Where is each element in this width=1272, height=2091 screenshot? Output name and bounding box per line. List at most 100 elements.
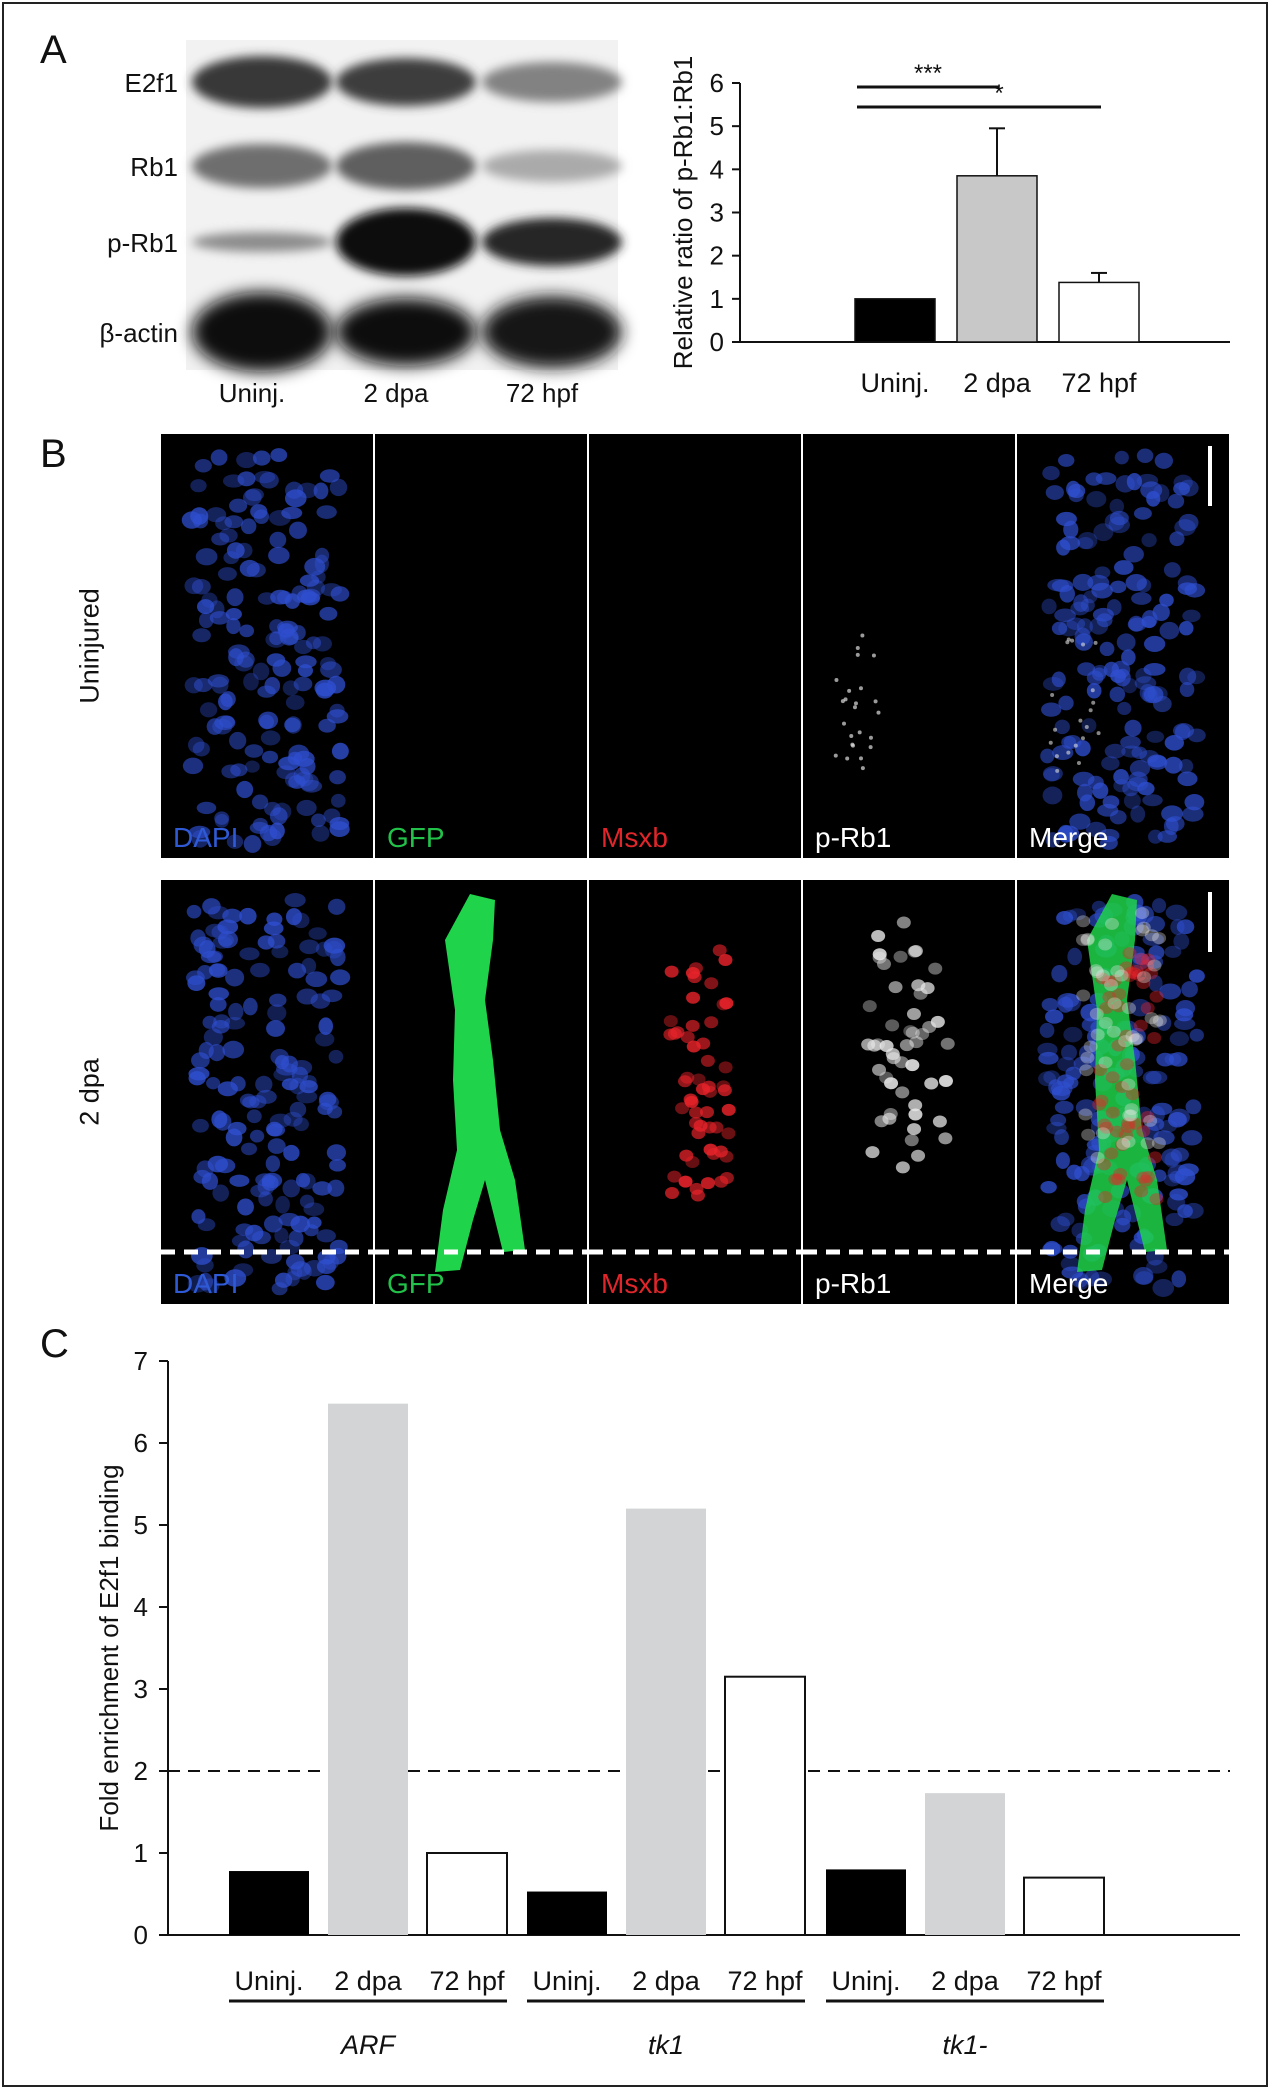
nucleus — [1081, 718, 1097, 733]
micrograph-signal — [833, 633, 881, 771]
msxb-signal — [664, 965, 679, 978]
nucleus — [189, 825, 211, 839]
nucleus — [1060, 1256, 1080, 1272]
nucleus — [1130, 805, 1146, 823]
panel-letter-b: B — [40, 432, 67, 476]
prb1-signal — [903, 1025, 918, 1038]
nucleus — [311, 813, 326, 828]
msxb-signal — [678, 1175, 693, 1188]
msxb-signal — [1120, 1058, 1135, 1071]
nucleus — [206, 1077, 221, 1090]
chart-c-category-label: 72 hpf — [1026, 1966, 1102, 1996]
micrograph-dapi: DAPI — [161, 880, 373, 1304]
nucleus — [226, 588, 244, 607]
nucleus — [1189, 1028, 1204, 1042]
blot-band — [192, 292, 332, 372]
nucleus — [224, 515, 244, 529]
nucleus — [1093, 523, 1114, 542]
msxb-signal — [716, 1080, 731, 1093]
prb1-signal — [1114, 969, 1129, 982]
nucleus — [1173, 482, 1191, 496]
chart-a-significance-label: * — [994, 80, 1003, 107]
msxb-signal — [1129, 964, 1144, 977]
nucleus — [1045, 832, 1060, 848]
nucleus — [1051, 1085, 1071, 1101]
prb1-signal — [865, 1146, 880, 1159]
nucleus — [284, 772, 302, 788]
nucleus — [1136, 448, 1154, 464]
nucleus — [1142, 686, 1158, 704]
nucleus — [296, 988, 318, 1005]
nucleus — [1092, 607, 1114, 622]
nucleus — [318, 718, 336, 733]
prb1-signal — [908, 1108, 923, 1121]
nucleus — [236, 780, 254, 799]
nucleus — [1179, 620, 1194, 636]
nucleus — [300, 779, 323, 793]
chart-a-y-tick-label: 4 — [710, 154, 724, 184]
prb1-signal — [876, 958, 891, 971]
msxb-signal — [1140, 1110, 1155, 1123]
nucleus — [1159, 983, 1182, 1000]
micrograph-signal — [589, 434, 801, 858]
nucleus — [237, 471, 256, 487]
nucleus — [296, 1090, 318, 1104]
nucleus — [1040, 748, 1055, 764]
msxb-signal — [691, 1073, 706, 1086]
prb1-signal — [895, 1086, 910, 1099]
chart-a-y-tick-label: 5 — [710, 111, 724, 141]
nucleus — [299, 773, 319, 791]
nucleus — [243, 672, 259, 691]
chart-a-y-tick-label: 2 — [710, 241, 724, 271]
prb1-signal — [907, 1123, 922, 1136]
nucleus — [1178, 1163, 1199, 1177]
nucleus — [188, 736, 205, 754]
nucleus — [1146, 1117, 1165, 1131]
msxb-signal — [704, 977, 719, 990]
nucleus — [288, 1230, 304, 1247]
nucleus — [256, 1089, 277, 1104]
msxb-signal — [1134, 1185, 1149, 1198]
nucleus — [294, 639, 313, 655]
nucleus — [1057, 1212, 1075, 1227]
nucleus — [1039, 1022, 1055, 1038]
nucleus — [191, 1209, 206, 1224]
nucleus — [1181, 1130, 1203, 1146]
nucleus — [217, 567, 237, 581]
nucleus — [275, 1055, 290, 1070]
msxb-signal — [1127, 967, 1142, 980]
nucleus — [259, 471, 279, 489]
nucleus — [1145, 1070, 1168, 1085]
nucleus — [190, 479, 207, 493]
blot-row-label: E2f1 — [125, 68, 179, 98]
nucleus — [293, 1117, 309, 1132]
prb1-signal — [873, 699, 878, 704]
prb1-signal — [1080, 934, 1095, 947]
prb1-signal — [1076, 760, 1081, 765]
nucleus — [191, 830, 209, 848]
nucleus — [268, 546, 290, 565]
msxb-signal — [719, 997, 734, 1010]
msxb-signal — [1129, 1117, 1144, 1130]
msxb-signal — [689, 1117, 704, 1130]
nucleus — [293, 676, 313, 692]
msxb-signal — [1097, 1118, 1112, 1131]
msxb-signal — [1122, 969, 1137, 982]
nucleus — [1148, 975, 1163, 992]
prb1-signal — [840, 699, 845, 704]
nucleus — [1056, 910, 1074, 925]
nucleus — [1128, 771, 1148, 788]
nucleus — [1043, 1070, 1061, 1085]
prb1-signal — [847, 688, 852, 693]
nucleus — [202, 898, 221, 915]
nucleus — [1131, 746, 1148, 760]
nucleus — [217, 933, 234, 947]
nucleus — [285, 716, 302, 734]
prb1-signal — [1088, 964, 1103, 977]
nucleus — [329, 703, 345, 718]
msxb-signal — [688, 1106, 703, 1119]
nucleus — [237, 1198, 254, 1216]
nucleus — [1173, 933, 1190, 950]
prb1-signal — [868, 735, 873, 740]
nucleus — [217, 930, 239, 949]
